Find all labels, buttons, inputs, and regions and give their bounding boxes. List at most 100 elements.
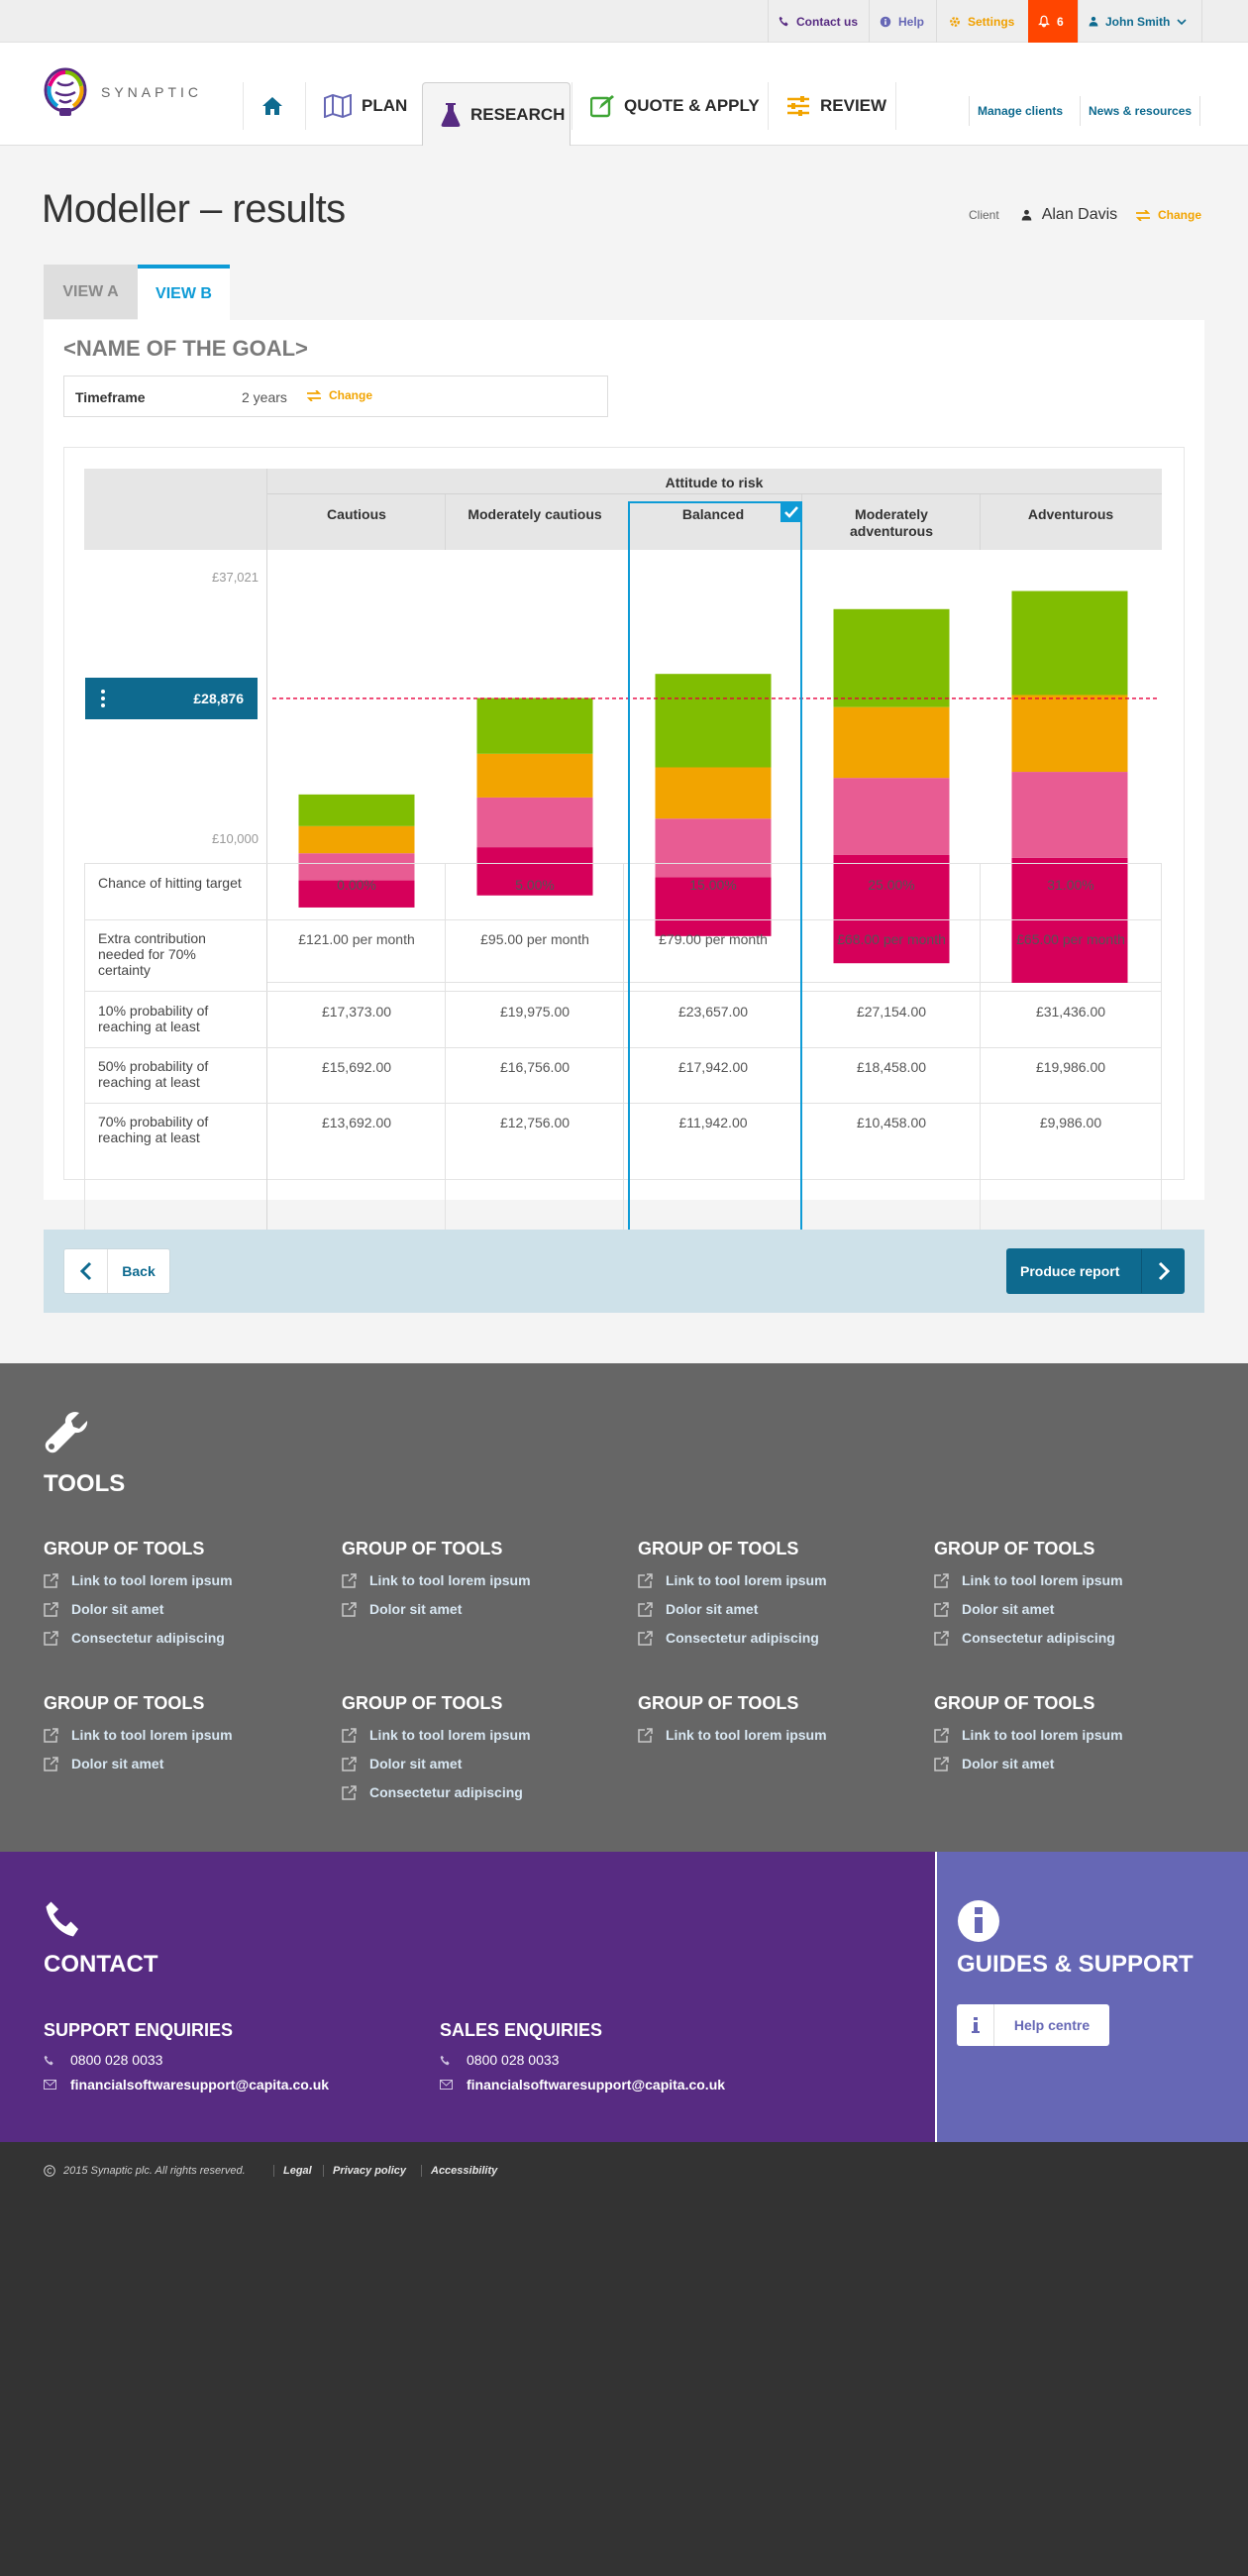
cell-extra-balanced: £79.00 per month [659, 931, 768, 947]
bar-upper-mid-band [655, 767, 772, 819]
tool-link[interactable]: Link to tool lorem ipsum [44, 1572, 233, 1588]
nav-research[interactable]: RESEARCH [422, 82, 571, 147]
user-icon [1021, 209, 1032, 221]
column-balanced[interactable]: Balanced [681, 506, 745, 522]
sales-email[interactable]: financialsoftwaresupport@capita.co.uk [440, 2077, 725, 2093]
change-client-button[interactable]: Change [1136, 208, 1201, 222]
tool-link[interactable]: Link to tool lorem ipsum [638, 1727, 827, 1743]
help-centre-button[interactable]: Help centre [957, 2004, 1109, 2046]
tool-link-label: Dolor sit amet [369, 1601, 463, 1617]
tool-link[interactable]: Consectetur adipiscing [638, 1630, 819, 1646]
external-link-icon [638, 1572, 653, 1588]
column-moderately-cautious[interactable]: Moderately cautious [468, 506, 602, 522]
cell-50pct-mod-adventurous: £18,458.00 [856, 1059, 927, 1075]
drag-handle-icon [101, 689, 105, 707]
info-icon [880, 16, 891, 28]
nav-home[interactable] [243, 82, 305, 130]
tool-link[interactable]: Dolor sit amet [342, 1756, 462, 1771]
tab-view-a[interactable]: VIEW A [44, 265, 138, 319]
sales-phone-number: 0800 028 0033 [467, 2052, 560, 2068]
tool-link[interactable]: Consectetur adipiscing [44, 1630, 225, 1646]
tool-link-label: Link to tool lorem ipsum [369, 1727, 531, 1743]
support-email[interactable]: financialsoftwaresupport@capita.co.uk [44, 2077, 329, 2093]
privacy-policy-link[interactable]: Privacy policy [323, 2165, 406, 2177]
produce-report-button[interactable]: Produce report [1006, 1248, 1185, 1294]
change-timeframe-button[interactable]: Change [307, 388, 372, 402]
tool-link[interactable]: Consectetur adipiscing [934, 1630, 1115, 1646]
sliders-icon [786, 95, 810, 117]
external-link-icon [44, 1756, 58, 1771]
tool-link[interactable]: Dolor sit amet [44, 1601, 163, 1617]
tool-link-label: Link to tool lorem ipsum [962, 1727, 1123, 1743]
column-adventurous[interactable]: Adventurous [1027, 506, 1114, 522]
tool-link[interactable]: Link to tool lorem ipsum [638, 1572, 827, 1588]
user-name: John Smith [1105, 14, 1171, 29]
nav-review[interactable]: REVIEW [768, 82, 896, 130]
tool-link[interactable]: Consectetur adipiscing [342, 1784, 523, 1800]
y-axis-bottom-label: £10,000 [212, 831, 259, 846]
manage-clients-link[interactable]: Manage clients [969, 96, 1071, 126]
support-phone[interactable]: 0800 028 0033 [44, 2052, 162, 2068]
page-title: Modeller – results [42, 187, 346, 231]
tool-link[interactable]: Link to tool lorem ipsum [934, 1727, 1123, 1743]
tool-link[interactable]: Dolor sit amet [342, 1601, 462, 1617]
legal-link[interactable]: Legal [273, 2165, 312, 2177]
tool-link[interactable]: Link to tool lorem ipsum [934, 1572, 1123, 1588]
column-moderately-adventurous[interactable]: Moderately adventurous [849, 506, 933, 539]
tool-group-title: GROUP OF TOOLS [638, 1693, 799, 1713]
contact-us-link[interactable]: Contact us [768, 0, 869, 43]
chevron-right-icon [1141, 1249, 1185, 1293]
tool-link-label: Link to tool lorem ipsum [666, 1572, 827, 1588]
timeframe-box [63, 376, 608, 417]
settings-link[interactable]: Settings [936, 0, 1028, 43]
nav-quote-apply[interactable]: QUOTE & APPLY [572, 82, 768, 130]
tool-link[interactable]: Link to tool lorem ipsum [44, 1727, 233, 1743]
help-link[interactable]: Help [869, 0, 936, 43]
user-menu[interactable]: John Smith [1078, 0, 1202, 43]
external-link-icon [342, 1756, 357, 1771]
back-button[interactable]: Back [63, 1248, 170, 1294]
bar-lower-band [476, 847, 593, 896]
synaptic-logo[interactable]: SYNAPTIC [44, 66, 202, 118]
tool-link[interactable]: Dolor sit amet [44, 1756, 163, 1771]
notifications-button[interactable]: 6 [1028, 0, 1078, 43]
external-link-icon [342, 1784, 357, 1800]
cell-chance-mod-cautious: 5.00% [515, 877, 555, 893]
tool-group-title: GROUP OF TOOLS [44, 1693, 205, 1713]
cell-10pct-mod-adventurous: £27,154.00 [856, 1004, 927, 1020]
row-label-chance: Chance of hitting target [98, 875, 242, 891]
row-label-70pct: 70% probability of reaching at least [98, 1114, 209, 1145]
contact-title: CONTACT [44, 1951, 158, 1978]
tool-group-title: GROUP OF TOOLS [342, 1693, 503, 1713]
bar-lower-mid-band [476, 797, 593, 848]
cell-70pct-balanced: £11,942.00 [678, 1115, 748, 1130]
wrench-icon [44, 1411, 91, 1458]
target-handle[interactable]: £28,876 [85, 677, 258, 719]
tool-link[interactable]: Dolor sit amet [638, 1601, 758, 1617]
nav-plan[interactable]: PLAN [305, 82, 422, 130]
external-link-icon [342, 1727, 357, 1743]
tab-view-a-label: VIEW A [62, 282, 119, 300]
tool-link[interactable]: Link to tool lorem ipsum [342, 1572, 531, 1588]
tool-link-label: Consectetur adipiscing [962, 1630, 1115, 1646]
balanced-selection-outline[interactable] [628, 501, 802, 1304]
news-resources-link[interactable]: News & resources [1080, 96, 1201, 126]
sales-phone[interactable]: 0800 028 0033 [440, 2052, 559, 2068]
nav-quote-apply-label: QUOTE & APPLY [624, 96, 760, 115]
cell-10pct-adventurous: £31,436.00 [1035, 1004, 1106, 1020]
brain-logo-icon [44, 66, 87, 118]
tool-link[interactable]: Dolor sit amet [934, 1756, 1054, 1771]
tools-title: TOOLS [44, 1470, 126, 1497]
column-cautious[interactable]: Cautious [327, 506, 386, 522]
tool-link[interactable]: Dolor sit amet [934, 1601, 1054, 1617]
accessibility-link[interactable]: Accessibility [421, 2165, 497, 2177]
envelope-icon [440, 2080, 453, 2090]
home-icon [261, 96, 283, 116]
row-label-50pct: 50% probability of reaching at least [98, 1058, 209, 1090]
cell-50pct-cautious: £15,692.00 [321, 1059, 392, 1075]
cell-chance-mod-adventurous: 25.00% [868, 877, 915, 893]
tool-link[interactable]: Link to tool lorem ipsum [342, 1727, 531, 1743]
tab-view-b[interactable]: VIEW B [138, 265, 230, 320]
page-content: Modeller – results Client Alan Davis Cha… [0, 146, 1248, 1363]
support-title: SUPPORT ENQUIRIES [44, 2020, 234, 2040]
